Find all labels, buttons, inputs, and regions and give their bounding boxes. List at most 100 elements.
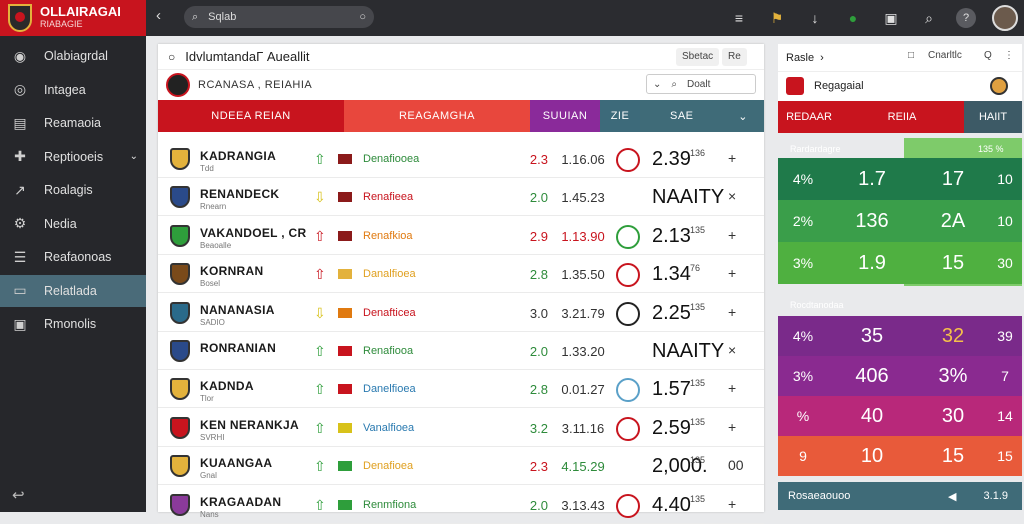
stat-cell[interactable]: 9 — [799, 448, 807, 464]
stat-cell[interactable]: 406 — [855, 365, 889, 387]
market-name[interactable]: Denafticea — [363, 306, 416, 319]
col-suuian[interactable]: SUUIAN — [530, 100, 600, 132]
market-name[interactable]: Vanalfioea — [363, 421, 415, 434]
stat-cell[interactable]: 4% — [792, 328, 814, 344]
row-action-button[interactable]: 00 — [728, 457, 744, 474]
odds-value[interactable]: 2.3 — [529, 152, 548, 167]
stat-cell[interactable]: 15 — [997, 448, 1013, 464]
stat-cell[interactable]: 2% — [792, 213, 814, 229]
row-action-button[interactable]: + — [728, 495, 737, 512]
panel-button-2[interactable]: Re — [722, 48, 747, 66]
stat-cell[interactable]: 39 — [997, 328, 1013, 344]
brand-logo[interactable]: OLLAIRAGAI RIABAGIE — [0, 0, 146, 36]
stat-cell[interactable]: 1.9 — [858, 252, 886, 274]
market-name[interactable]: Renmfiona — [363, 498, 417, 511]
stat-cell[interactable]: 4% — [792, 171, 814, 187]
odds-value[interactable]: 2.0 — [529, 344, 548, 359]
stat-cell[interactable]: 3% — [792, 255, 814, 271]
sidebar-item-7[interactable]: ▭ Relatlada — [0, 274, 146, 307]
row-action-button[interactable]: + — [728, 418, 737, 435]
stat-cell[interactable]: 136 — [855, 210, 889, 232]
odds-value[interactable]: 2.9 — [529, 228, 548, 244]
more-icon[interactable]: ⋮ — [1004, 50, 1014, 61]
table-row[interactable]: NANANASIA SADIO ⇩ Denafticea 3.0 3.21.79 2.25 1… — [158, 294, 764, 332]
table-row[interactable]: RENANDECK Rnearn ⇩ Renafieea 2.0 1.45.23 NAAIT… — [158, 178, 764, 217]
stat-cell[interactable]: 14 — [997, 408, 1013, 424]
market-name[interactable]: Renafieea — [363, 191, 414, 204]
stat-cell[interactable]: 30 — [941, 405, 965, 427]
clear-icon[interactable]: ○ — [359, 11, 366, 23]
stat-cell[interactable]: % — [796, 408, 810, 424]
col-team[interactable]: NDEEA REIAN — [158, 100, 344, 132]
stat-cell[interactable]: 3% — [792, 368, 814, 384]
sidebar-item-8[interactable]: ▣ Rmonolis — [0, 308, 146, 340]
stat-cell[interactable]: 1.7 — [858, 168, 886, 190]
table-row[interactable]: VAKANDOEL , CR Beaoalle ⇧ Renafkioa 2.9 1.13.… — [158, 217, 764, 255]
col-sae[interactable]: SAE ⌄ — [640, 100, 764, 132]
panel-search[interactable]: ⌄ ⌕ Doalt — [646, 74, 756, 94]
odds-value[interactable]: 3.0 — [529, 305, 548, 321]
sidebar-item-6[interactable]: ☰ Reafaonoas — [0, 241, 146, 273]
stat-cell[interactable]: 2A — [940, 210, 966, 232]
rh-3[interactable]: HAIIT — [964, 101, 1022, 133]
ball-icon[interactable]: ● — [848, 10, 858, 26]
expand-icon[interactable]: □ — [908, 50, 915, 61]
stats-icon[interactable]: ▣ — [884, 9, 898, 26]
sidebar-item-4[interactable]: ↗ Roalagis — [0, 174, 146, 206]
table-row[interactable]: KORNRAN Bosel ⇧ Danalfioea 2.8 1.35.50 1.34 76 + — [158, 255, 764, 294]
right-button-2[interactable]: Q — [984, 50, 992, 61]
info-icon[interactable]: ○ — [168, 49, 176, 64]
odds-value[interactable]: 2.3 — [529, 459, 548, 475]
stat-cell[interactable]: 7 — [1001, 368, 1009, 384]
odds-value[interactable]: 2.8 — [529, 267, 548, 283]
panel-button-1[interactable]: Sbetac — [676, 48, 720, 66]
sidebar-item-2[interactable]: ▤ Reamaoia — [0, 107, 146, 139]
sidebar-item-1[interactable]: ◎ Intagea — [0, 74, 146, 106]
rh-2[interactable]: REIIA — [840, 101, 964, 133]
odds-value[interactable]: 2.8 — [529, 382, 548, 398]
table-row[interactable]: KRAGAADAN Nans ⇧ Renmfiona 2.0 3.13.43 4.40 135… — [158, 486, 764, 524]
row-action-button[interactable]: + — [728, 265, 737, 282]
stat-cell[interactable]: 17 — [941, 168, 965, 190]
row-action-button[interactable]: + — [728, 303, 737, 320]
market-name[interactable]: Danalfioea — [363, 268, 416, 281]
stat-cell[interactable]: 35 — [860, 325, 884, 347]
market-name[interactable]: Denafiooea — [363, 153, 420, 165]
stat-cell[interactable]: 10 — [997, 213, 1013, 229]
col-zie[interactable]: ZIE — [600, 100, 640, 132]
market-name[interactable]: Renafkioa — [363, 229, 413, 242]
col-market[interactable]: REAGAMGHA — [344, 100, 530, 132]
stat-cell[interactable]: 15 — [941, 252, 965, 274]
search-input[interactable]: ⌕ Sqlab ○ — [184, 6, 374, 28]
table-row[interactable]: KUAANGAA Gnal ⇧ Denafioea 2.3 4.15.29 2,000. 13… — [158, 447, 764, 486]
table-row[interactable]: KADRANGIA Tdd ⇧ Denafiooea 2.3 1.16.06 2.39 136… — [158, 140, 764, 178]
collapse-icon[interactable]: ↩ — [12, 487, 25, 504]
menu-icon[interactable]: ≡ — [734, 10, 744, 26]
row-action-button[interactable]: + — [728, 226, 737, 243]
table-row[interactable]: KADNDA Tlor ⇧ Danelfioea 2.8 0.01.27 1.57 135 + — [158, 370, 764, 409]
market-name[interactable]: Denafioea — [363, 460, 414, 473]
table-row[interactable]: RONRANIAN ⇧ Renafiooa 2.0 1.33.20 NAAITY × — [158, 332, 764, 370]
stat-cell[interactable]: 40 — [860, 405, 884, 427]
market-name[interactable]: Danelfioea — [363, 383, 416, 396]
play-icon[interactable]: ◀ — [948, 490, 957, 503]
row-action-button[interactable]: + — [728, 150, 737, 166]
search-icon[interactable]: ⌕ — [925, 9, 933, 26]
stat-cell[interactable]: 30 — [997, 255, 1013, 271]
odds-value[interactable]: 3.2 — [529, 420, 548, 436]
odds-value[interactable]: 2.0 — [529, 497, 548, 513]
row-action-button[interactable]: × — [728, 188, 737, 205]
sidebar-item-0[interactable]: ◉ Olabiagrdal — [0, 40, 146, 72]
right-button-1[interactable]: Cnarltlc — [928, 50, 962, 61]
stat-cell[interactable]: 10 — [860, 445, 884, 467]
help-icon[interactable]: ? — [956, 8, 976, 28]
stat-cell[interactable]: 3% — [938, 365, 968, 387]
rh-1[interactable]: REDAAR — [778, 101, 840, 133]
filter-icon[interactable]: ↓ — [811, 10, 819, 26]
stat-cell[interactable]: 32 — [941, 325, 965, 347]
stat-cell[interactable]: 15 — [941, 445, 965, 467]
chevron-right-icon[interactable]: › — [820, 51, 824, 64]
table-row[interactable]: KEN NERANKJA SVRHI ⇧ Vanalfioea 3.2 3.11.16 2.… — [158, 409, 764, 447]
stat-cell[interactable]: 10 — [997, 171, 1013, 187]
row-action-button[interactable]: + — [728, 380, 737, 397]
